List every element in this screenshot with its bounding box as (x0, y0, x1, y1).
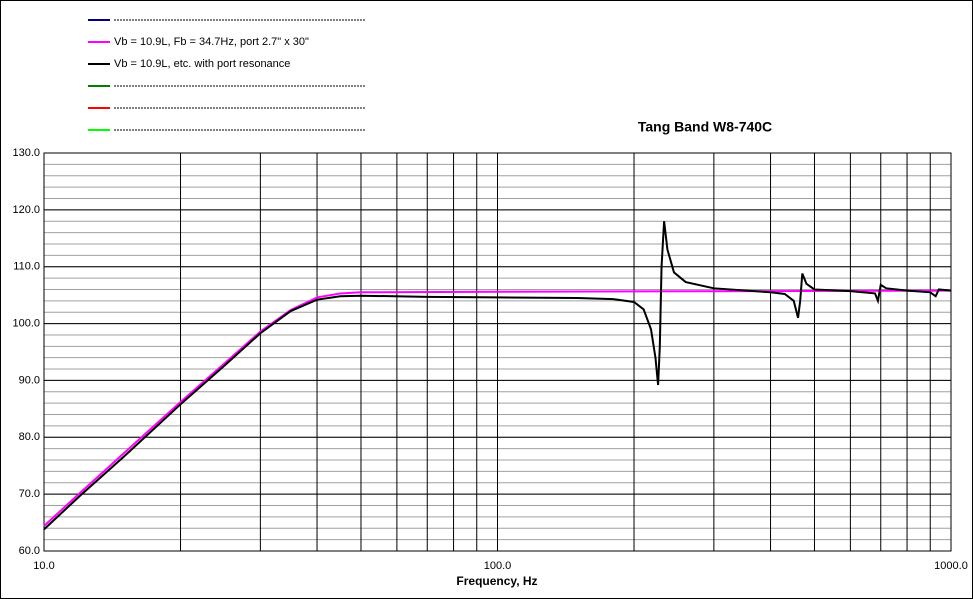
legend-label: Vb = 10.9L, etc. with port resonance (114, 58, 290, 70)
x-axis-label: Frequency, Hz (456, 574, 537, 588)
y-tick-label: 60.0 (19, 545, 40, 557)
series-line (43, 221, 952, 531)
y-tick-label: 130.0 (12, 147, 40, 159)
y-tick-label: 100.0 (12, 317, 40, 329)
series-line (43, 289, 952, 527)
y-tick-label: 120.0 (12, 204, 40, 216)
x-tick-label: 1000.0 (934, 560, 968, 572)
plot-border (43, 152, 952, 552)
y-tick-label: 80.0 (19, 431, 40, 443)
legend-label: Vb = 10.9L, Fb = 34.7Hz, port 2.7" x 30" (114, 36, 309, 48)
y-tick-label: 110.0 (13, 261, 40, 273)
y-tick-label: 90.0 (19, 374, 40, 386)
x-tick-label: 10.0 (33, 560, 54, 572)
chart-title: Tang Band W8-740C (638, 119, 772, 135)
y-tick-label: 70.0 (19, 488, 40, 500)
x-tick-label: 100.0 (484, 560, 512, 572)
